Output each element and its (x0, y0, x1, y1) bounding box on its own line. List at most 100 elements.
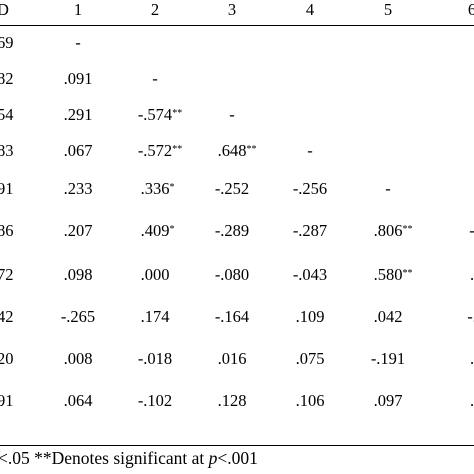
column-header: 3 (228, 1, 236, 19)
column-header: 6 (468, 1, 474, 19)
cell-value: 2 (150, 0, 160, 19)
cell-value: .091 (63, 69, 93, 88)
table-cell: .806** (374, 222, 413, 240)
cell-value: 4 (305, 0, 315, 19)
cell-value: - (229, 105, 235, 124)
column-header: D (0, 1, 9, 19)
cell-value: 54 (0, 105, 14, 124)
table-cell: . (470, 350, 474, 368)
cell-value: - (307, 141, 313, 160)
cell-value: . (469, 391, 474, 410)
cell-value: 83 (0, 141, 14, 160)
significance-marker: ** (246, 144, 257, 155)
cell-value: .042 (373, 307, 403, 326)
table-cell: .409* (141, 222, 175, 240)
cell-value: 86 (0, 221, 14, 240)
table-cell: -.287 (293, 222, 327, 240)
cell-value: -.265 (60, 307, 96, 326)
cell-value: -.164 (214, 307, 250, 326)
table-cell: .016 (218, 350, 247, 368)
cell-value: 20 (0, 349, 14, 368)
table-cell: .580** (374, 266, 413, 284)
cell-value: 3 (227, 0, 237, 19)
cell-value: -.191 (370, 349, 406, 368)
table-cell: -.265 (61, 308, 95, 326)
table-cell: .336* (141, 180, 175, 198)
table-cell: -.572** (138, 142, 182, 160)
significance-marker: ** (172, 108, 183, 119)
table-cell: -.252 (215, 180, 249, 198)
cell-value: - (469, 221, 474, 240)
table-cell: 72 (0, 266, 14, 284)
footnote-prefix: <.05 **Denotes significant at (0, 448, 209, 468)
cell-value: .098 (63, 265, 93, 284)
column-header: 5 (384, 1, 392, 19)
cell-value: -.080 (214, 265, 250, 284)
cell-value: - (152, 69, 158, 88)
table-cell: .106 (296, 392, 325, 410)
cell-value: 82 (0, 69, 14, 88)
table-cell: .648** (218, 142, 257, 160)
cell-value: .336 (140, 179, 170, 198)
table-cell: .042 (374, 308, 403, 326)
cell-value: -.574 (137, 105, 173, 124)
cell-value: .409 (140, 221, 170, 240)
significance-marker: ** (402, 224, 413, 235)
cell-value: -.572 (137, 141, 173, 160)
cell-value: .207 (63, 221, 93, 240)
table-cell: - (469, 222, 474, 240)
table-cell: 69 (0, 34, 14, 52)
table-cell: .174 (141, 308, 170, 326)
table-cell: 20 (0, 350, 14, 368)
top-rule (0, 25, 474, 26)
cell-value: .075 (295, 349, 325, 368)
cell-value: 42 (0, 307, 14, 326)
cell-value: . (469, 265, 474, 284)
cell-value: .097 (373, 391, 403, 410)
significance-marker: * (169, 224, 175, 235)
table-cell: 83 (0, 142, 14, 160)
significance-marker: * (169, 182, 175, 193)
cell-value: .106 (295, 391, 325, 410)
table-cell: -.164 (215, 308, 249, 326)
footnote-suffix: <.001 (217, 448, 258, 468)
table-cell: .128 (218, 392, 247, 410)
table-cell: . (470, 266, 474, 284)
cell-value: -.256 (292, 179, 328, 198)
table-cell: - (152, 70, 158, 88)
table-cell: .291 (64, 106, 93, 124)
cell-value: -.252 (214, 179, 250, 198)
table-cell: -.574** (138, 106, 182, 124)
table-cell: -.102 (138, 392, 172, 410)
cell-value: .128 (217, 391, 247, 410)
cell-value: 1 (73, 0, 83, 19)
table-cell: - (307, 142, 313, 160)
table-cell: -.191 (371, 350, 405, 368)
table-cell: .097 (374, 392, 403, 410)
cell-value: .067 (63, 141, 93, 160)
table-cell: . (470, 392, 474, 410)
table-cell: 42 (0, 308, 14, 326)
cell-value: 91 (0, 391, 14, 410)
column-header: 2 (151, 1, 159, 19)
cell-value: . (469, 349, 474, 368)
table-cell: .233 (64, 180, 93, 198)
table-cell: 86 (0, 222, 14, 240)
table-cell: - (229, 106, 235, 124)
table-cell: -.080 (215, 266, 249, 284)
table-cell: - (385, 180, 391, 198)
table-cell: .207 (64, 222, 93, 240)
cell-value: .648 (217, 141, 247, 160)
cell-value: 72 (0, 265, 14, 284)
cell-value: 91 (0, 179, 14, 198)
significance-marker: ** (172, 144, 183, 155)
table-footnote: <.05 **Denotes significant at p<.001 (0, 448, 258, 469)
cell-value: D (0, 0, 9, 19)
table-cell: -. (467, 308, 474, 326)
cell-value: .109 (295, 307, 325, 326)
table-cell: -.043 (293, 266, 327, 284)
table-cell: -.256 (293, 180, 327, 198)
cell-value: .016 (217, 349, 247, 368)
cell-value: - (385, 179, 391, 198)
